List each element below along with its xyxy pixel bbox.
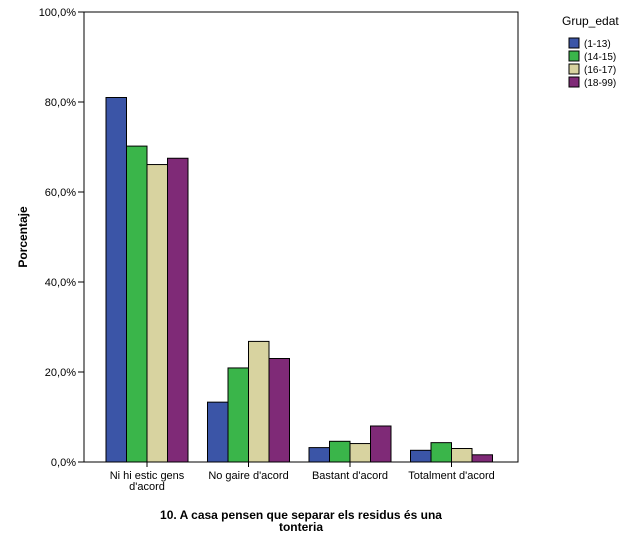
bar-1-series-4 [167, 157, 189, 463]
legend-swatch-2 [568, 50, 580, 62]
legend-label-3: (16-17) [584, 65, 616, 76]
category-label-1: Ni hi estic gens d'acord [110, 470, 185, 493]
y-tick-label: 20,0% [45, 367, 76, 379]
category-label-4: Totalment d'acord [408, 470, 494, 482]
legend-label-2: (14-15) [584, 52, 616, 63]
bar-3-series-2 [329, 440, 351, 463]
x-axis: Ni hi estic gens d'acord No gaire d'acord B… [110, 462, 495, 493]
plot-area-frame [83, 11, 519, 463]
bar-1-series-2 [126, 145, 148, 463]
y-tick-label: 60,0% [45, 187, 76, 199]
legend-label-1: (1-13) [584, 39, 611, 50]
bar-2-series-2 [227, 367, 249, 463]
bar-4-series-1 [410, 449, 432, 463]
x-axis-title: 10. A casa pensen que separar els residu… [160, 508, 442, 534]
bar-3-series-3 [349, 443, 371, 463]
category-label-2: No gaire d'acord [208, 470, 288, 482]
bar-2-series-3 [248, 340, 270, 463]
y-axis-title: Porcentaje [16, 206, 30, 268]
bar-1-series-1 [105, 97, 127, 463]
y-tick-label: 80,0% [45, 97, 76, 109]
legend: Grup_edat (1-13) (14-15) (16-17) (18-99) [562, 14, 619, 89]
bar-2-series-1 [207, 401, 229, 463]
bar-2-series-4 [268, 358, 290, 463]
legend-swatch-3 [568, 63, 580, 75]
bars-group [105, 97, 493, 463]
legend-items: (1-13) (14-15) (16-17) (18-99) [568, 37, 616, 89]
bar-1-series-3 [146, 164, 168, 463]
y-tick-label: 0,0% [51, 457, 76, 469]
bar-4-series-2 [430, 442, 452, 463]
legend-title: Grup_edat [562, 14, 619, 28]
y-tick-label: 100,0% [39, 7, 77, 19]
y-tick-label: 40,0% [45, 277, 76, 289]
category-label-3: Bastant d'acord [312, 470, 388, 482]
bar-4-series-3 [451, 448, 473, 463]
y-axis: 0,0% 20,0% 40,0% 60,0% 80,0% 100,0% [39, 7, 84, 469]
legend-swatch-1 [568, 37, 580, 49]
bar-3-series-4 [370, 425, 392, 463]
bar-4-series-4 [471, 454, 493, 463]
bar-3-series-1 [308, 447, 330, 463]
legend-label-4: (18-99) [584, 78, 616, 89]
legend-swatch-4 [568, 76, 580, 88]
